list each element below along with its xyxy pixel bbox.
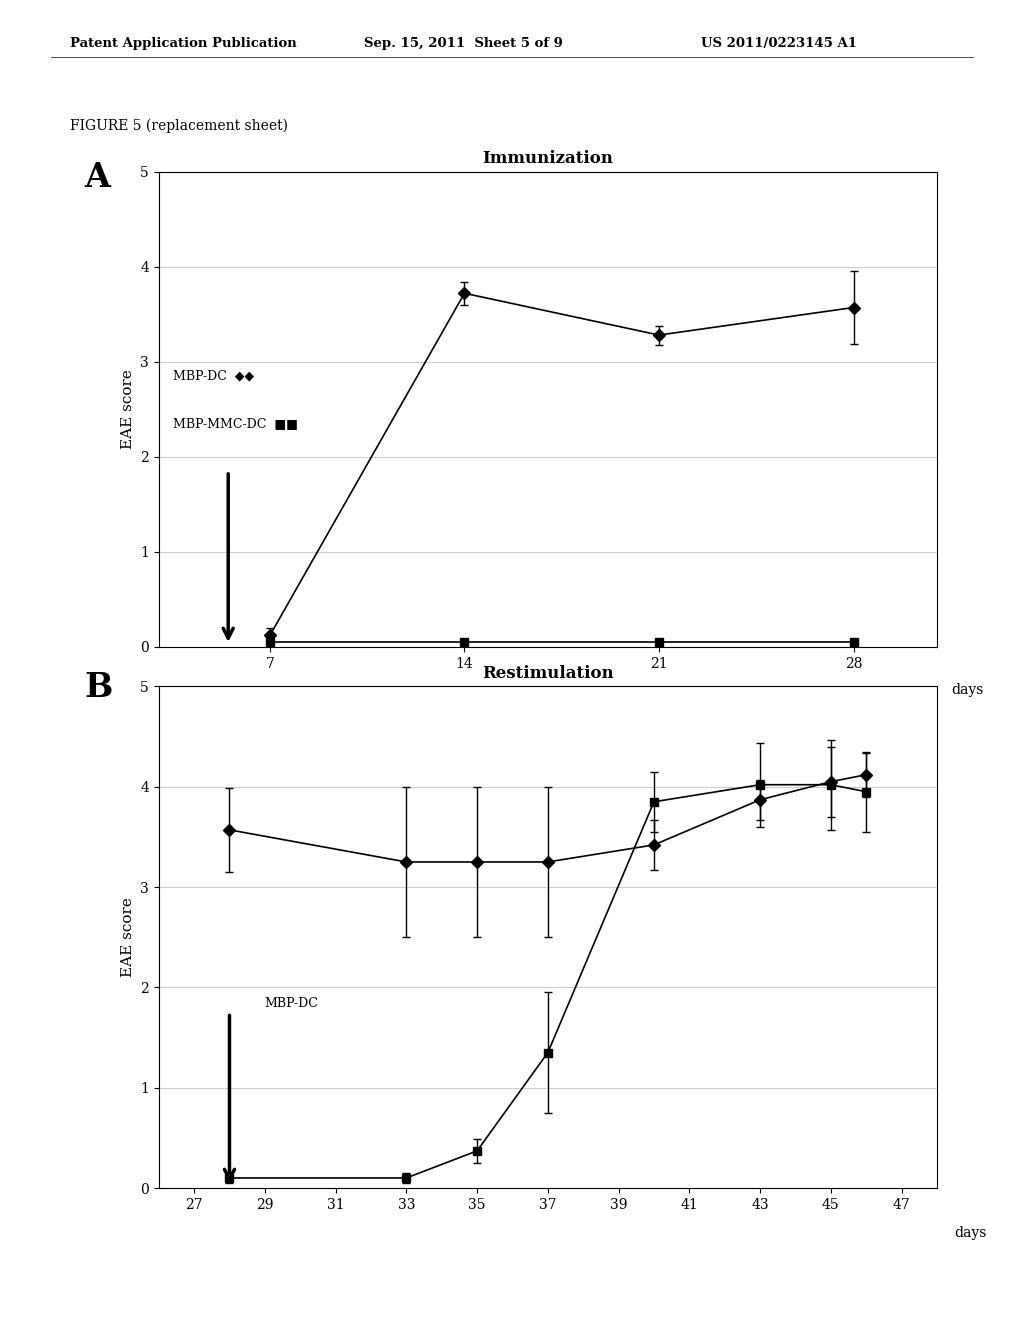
- Text: days: days: [954, 1226, 987, 1241]
- Y-axis label: EAE score: EAE score: [121, 898, 134, 977]
- Y-axis label: EAE score: EAE score: [121, 370, 134, 449]
- Text: days: days: [951, 682, 983, 697]
- Text: A: A: [84, 161, 110, 194]
- Title: Immunization: Immunization: [482, 150, 613, 168]
- Text: MBP-DC  ◆◆: MBP-DC ◆◆: [173, 370, 254, 383]
- Text: FIGURE 5 (replacement sheet): FIGURE 5 (replacement sheet): [70, 119, 288, 133]
- Text: B: B: [84, 671, 113, 704]
- Text: US 2011/0223145 A1: US 2011/0223145 A1: [701, 37, 857, 50]
- Text: MBP-DC: MBP-DC: [265, 998, 318, 1010]
- Text: Sep. 15, 2011  Sheet 5 of 9: Sep. 15, 2011 Sheet 5 of 9: [364, 37, 562, 50]
- Title: Restimulation: Restimulation: [482, 665, 613, 682]
- Text: Patent Application Publication: Patent Application Publication: [70, 37, 296, 50]
- Text: MBP-MMC-DC  ■■: MBP-MMC-DC ■■: [173, 417, 298, 430]
